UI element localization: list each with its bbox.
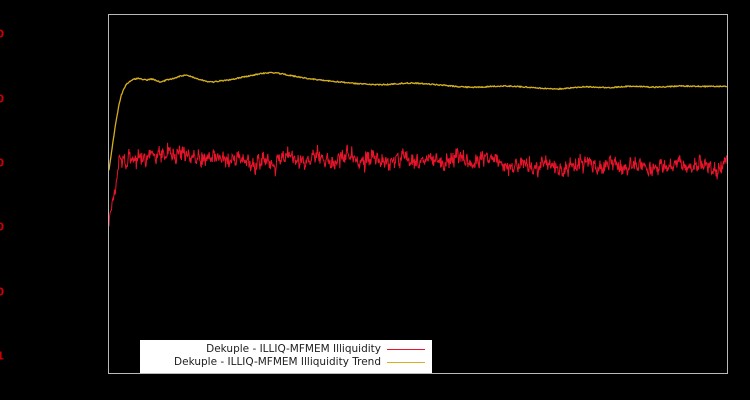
series-line-illiquidity-trend [109,71,727,171]
plot-area [108,14,728,374]
y-axis-tick-label: 10000 [0,220,4,234]
series-line-illiquidity [109,142,727,227]
chart-legend: Dekuple - ILLIQ-MFMEM Illiquidity Dekupl… [140,340,432,373]
legend-label-illiquidity: Dekuple - ILLIQ-MFMEM Illiquidity [206,343,381,355]
line-swatch-icon-illiquidity-trend [387,362,425,363]
y-axis-tick-label: 10000000000 [0,27,4,41]
y-axis-tick-labels: 10000000000 100000000 1000000 10000 100 1 [0,0,108,400]
y-axis-tick-label: 1 [0,349,4,363]
line-swatch-icon-illiquidity [387,349,425,350]
legend-entry-illiquidity-trend[interactable]: Dekuple - ILLIQ-MFMEM Illiquidity Trend [147,356,425,369]
y-axis-tick-label: 100000000 [0,92,4,106]
series-canvas [109,71,727,227]
legend-entry-illiquidity[interactable]: Dekuple - ILLIQ-MFMEM Illiquidity [147,343,425,356]
y-axis-tick-label: 100 [0,285,4,299]
y-axis-tick-label: 1000000 [0,156,4,170]
legend-label-illiquidity-trend: Dekuple - ILLIQ-MFMEM Illiquidity Trend [174,356,381,368]
